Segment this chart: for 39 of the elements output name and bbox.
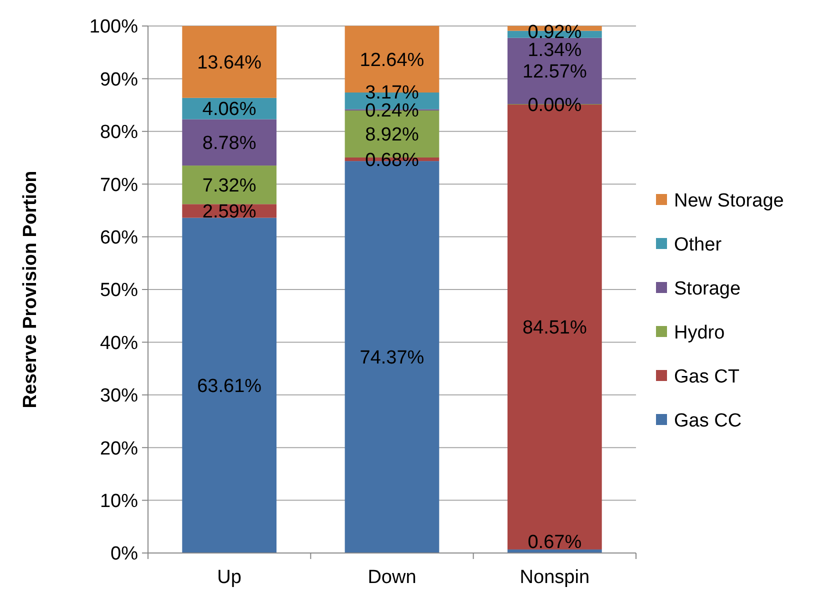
data-label: 12.57% — [522, 62, 587, 83]
bar — [182, 119, 277, 166]
data-label: 4.06% — [202, 99, 256, 120]
data-label: 84.51% — [522, 317, 587, 338]
data-label: 74.37% — [360, 348, 424, 369]
y-axis-title: Reserve Provision Portion — [20, 170, 41, 408]
y-tick-label: 50% — [100, 280, 138, 302]
y-tick-label: 30% — [100, 386, 138, 407]
legend-label: Gas CC — [674, 410, 742, 432]
y-tick-label: 80% — [100, 122, 138, 144]
data-label: 8.92% — [365, 124, 420, 146]
bar — [182, 218, 277, 553]
bar — [182, 26, 277, 98]
legend-label: Gas CT — [674, 366, 740, 388]
y-tick-label: 100% — [89, 16, 138, 38]
y-tick-label: 40% — [100, 332, 138, 354]
legend-label: Storage — [674, 278, 741, 300]
y-tick-label: 10% — [100, 490, 138, 512]
data-label: 1.34% — [528, 40, 582, 62]
legend-label: Hydro — [674, 322, 725, 344]
legend-label: Other — [674, 234, 722, 256]
data-label: 8.78% — [202, 133, 256, 154]
x-tick-label: Nonspin — [520, 567, 590, 588]
data-label: 0.00% — [528, 94, 582, 116]
y-tick-label: 0% — [110, 544, 138, 565]
y-tick-label: 70% — [100, 174, 138, 196]
y-tick-label: 90% — [100, 69, 138, 90]
legend-label: New Storage — [674, 190, 784, 212]
y-tick-label: 20% — [100, 438, 138, 460]
data-label: 2.59% — [202, 202, 256, 223]
data-label: 13.64% — [197, 52, 262, 74]
bar — [182, 166, 277, 204]
data-label: 7.32% — [202, 175, 256, 196]
x-tick-label: Down — [368, 567, 416, 588]
data-label: 12.64% — [360, 50, 424, 71]
data-label: 0.67% — [528, 532, 582, 554]
data-label: 63.61% — [197, 376, 262, 398]
x-tick-label: Up — [217, 567, 242, 588]
y-tick-label: 60% — [100, 227, 138, 248]
